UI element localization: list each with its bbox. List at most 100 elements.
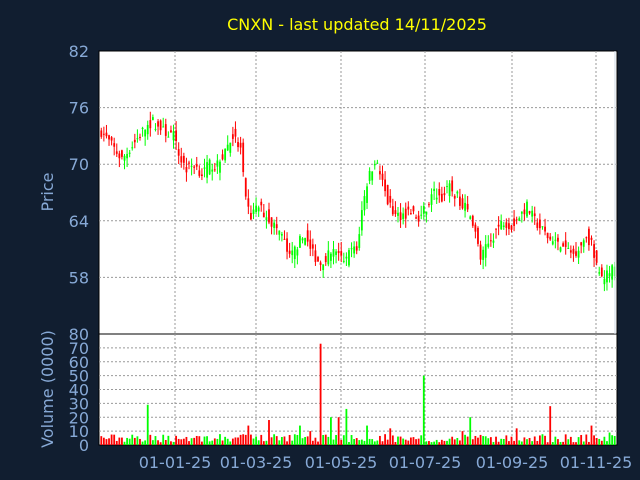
volume-bar <box>113 434 116 445</box>
volume-bar <box>531 441 534 445</box>
candle-body <box>211 169 214 172</box>
candle-body <box>386 185 389 205</box>
volume-bar <box>146 404 149 445</box>
volume-bar <box>368 438 371 445</box>
volume-bar <box>213 438 216 445</box>
volume-bar <box>237 437 239 445</box>
volume-bar <box>428 441 430 445</box>
candle-body <box>526 201 528 217</box>
candle-body <box>327 250 330 265</box>
candle-body <box>404 208 407 219</box>
candle-body <box>206 162 208 178</box>
volume-bar <box>301 438 304 445</box>
volume-bar <box>502 438 505 445</box>
volume-bar <box>438 442 441 445</box>
candle-body <box>288 250 291 254</box>
volume-bar <box>379 435 381 445</box>
candle-body <box>477 227 479 244</box>
candle-body <box>446 186 448 188</box>
volume-bar <box>544 435 546 445</box>
candle-body <box>600 267 603 277</box>
volume-bar <box>407 440 410 445</box>
volume-bar <box>332 439 335 445</box>
volume-bar <box>182 438 185 445</box>
candle-body <box>595 250 598 263</box>
volume-bar <box>613 436 616 445</box>
candle-body <box>397 212 399 216</box>
volume-bar <box>536 440 539 445</box>
volume-bar <box>201 441 203 445</box>
candle-body <box>332 249 335 257</box>
volume-bar <box>219 434 221 445</box>
candle-body <box>546 232 549 239</box>
candle-body <box>366 186 368 203</box>
volume-bar <box>239 434 242 445</box>
candle-body <box>590 237 593 240</box>
volume-bar <box>389 428 392 445</box>
candle-body <box>162 126 165 128</box>
volume-bar <box>471 439 474 445</box>
volume-bar <box>394 441 397 445</box>
candle-body <box>428 204 430 206</box>
candle-body <box>420 214 423 216</box>
volume-bar <box>100 436 103 445</box>
volume-bar <box>162 434 165 445</box>
candle-body <box>128 152 131 154</box>
candle-body <box>208 159 211 175</box>
candle-body <box>508 223 510 230</box>
volume-bar <box>510 436 513 445</box>
volume-bar <box>149 434 152 445</box>
volume-bar <box>402 438 405 445</box>
volume-bar <box>469 417 472 445</box>
candle-body <box>440 193 443 202</box>
candle-body <box>505 222 508 228</box>
volume-bar <box>345 408 348 445</box>
volume-bar <box>139 438 141 445</box>
volume-bar <box>482 436 485 445</box>
candle-body <box>580 242 583 246</box>
candle-body <box>118 153 121 159</box>
candle-body <box>172 131 175 141</box>
candle-body <box>268 209 270 223</box>
candle-body <box>278 230 281 235</box>
price-tick-label: 64 <box>69 212 89 231</box>
volume-bar <box>391 435 394 445</box>
candle-body <box>456 191 459 194</box>
candle-body <box>528 211 531 214</box>
candle-body <box>164 124 167 136</box>
candle-body <box>453 195 456 199</box>
volume-bar <box>523 437 526 445</box>
candle-body <box>213 169 216 171</box>
volume-bar <box>262 441 265 445</box>
volume-bar <box>487 438 490 445</box>
candle-body <box>384 179 386 192</box>
volume-bar <box>319 343 322 445</box>
volume-bar <box>518 440 521 445</box>
volume-bar <box>268 420 270 445</box>
candle-body <box>433 188 436 192</box>
volume-bar <box>299 425 301 445</box>
x-tick-label: 01-07-25 <box>389 453 462 472</box>
volume-bar <box>234 437 237 445</box>
x-tick-label: 01-05-25 <box>305 453 378 472</box>
volume-bar <box>231 438 234 445</box>
candle-body <box>190 165 193 167</box>
candle-body <box>353 246 356 254</box>
candle-body <box>126 153 128 159</box>
candle-body <box>373 164 376 166</box>
volume-bar <box>159 442 162 445</box>
volume-bar <box>296 434 299 445</box>
volume-bar <box>526 439 528 445</box>
candle-body <box>510 225 513 230</box>
x-tick-label: 01-09-25 <box>476 453 549 472</box>
volume-bar <box>412 437 415 445</box>
volume-bar <box>500 438 503 445</box>
volume-bar <box>198 436 201 445</box>
candle-body <box>244 178 247 197</box>
volume-bar <box>255 436 257 445</box>
volume-bar <box>600 440 603 445</box>
volume-bar <box>538 435 541 445</box>
volume-bar <box>593 435 595 445</box>
candle-body <box>572 248 575 254</box>
